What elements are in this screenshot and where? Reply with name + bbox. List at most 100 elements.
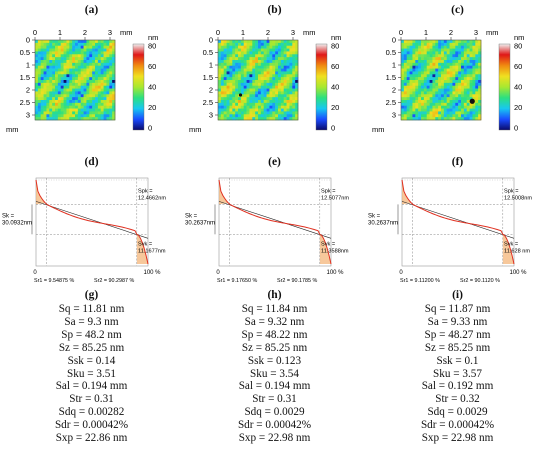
- sr2-value: Sr2 = 90.1785 %: [277, 278, 318, 284]
- y-tick-label: 3: [392, 111, 396, 120]
- spk-value: 12.4662nm: [138, 195, 166, 201]
- peak-area: [402, 180, 412, 205]
- spk-label: Spk =: [504, 188, 518, 194]
- y-axis-unit: mm: [189, 125, 202, 134]
- param-sq: Sq = 11.81 nm: [58, 303, 125, 315]
- map-label: (c): [451, 4, 464, 16]
- x-tick-label: 2: [449, 28, 453, 37]
- y-tick-label: 2.5: [20, 98, 30, 107]
- param-str: Str = 0.31: [69, 393, 114, 406]
- colorbar-tick-label: 80: [514, 42, 522, 51]
- y-axis-unit: mm: [6, 125, 19, 134]
- spk-value: 12.5008nm: [504, 195, 532, 201]
- x-axis-max: 100 %: [143, 270, 161, 276]
- y-tick-label: 2.5: [386, 98, 396, 107]
- colorbar-tick-label: 60: [331, 62, 339, 71]
- param-sq: Sq = 11.87 nm: [424, 303, 491, 315]
- bearing-curve: [35, 179, 149, 265]
- map-frame: [217, 39, 299, 121]
- params-label: (g): [84, 289, 99, 301]
- colorbar-tick-label: 20: [514, 103, 522, 112]
- param-sku: Sku = 3.54: [250, 367, 299, 380]
- x-axis-min: 0: [216, 270, 220, 276]
- y-tick-label: 2: [392, 86, 396, 95]
- map-label: (a): [84, 4, 99, 16]
- param-sku: Sku = 3.51: [67, 367, 116, 380]
- x-axis-unit: mm: [303, 28, 316, 37]
- colorbar-tick-label: 0: [148, 124, 152, 133]
- param-sa: Sa = 9.33 nm: [427, 315, 488, 328]
- x-axis-min: 0: [33, 270, 37, 276]
- bearing-curve: [218, 179, 332, 265]
- abbott-curve: Sk =30.0932nm Spk =12.4662nm Svk =11.1677n…: [2, 177, 166, 284]
- spk-value: 12.5077nm: [321, 195, 349, 201]
- map-frame: [34, 39, 116, 121]
- bearing-curve: [401, 179, 515, 265]
- colorbar-tick-label: 20: [331, 103, 339, 112]
- surface-defect-marker: [469, 98, 475, 104]
- y-tick-label: 2: [26, 86, 30, 95]
- y-tick-label: 1.5: [203, 73, 213, 82]
- curve-label: (f): [451, 156, 464, 168]
- param-str: Str = 0.32: [435, 393, 480, 406]
- spk-label: Spk =: [321, 188, 335, 194]
- colorbar-unit: nm: [514, 33, 524, 42]
- param-str: Str = 0.31: [252, 393, 297, 406]
- param-sz: Sz = 85.25 nm: [241, 341, 308, 354]
- param-sz: Sz = 85.25 nm: [424, 341, 491, 354]
- colorbar: [132, 43, 145, 131]
- roughness-parameters: Sq = 11.87 nm Sa = 9.33 nm Sp = 48.27 nm…: [366, 303, 549, 445]
- svk-value: 11.3588nm: [321, 248, 349, 254]
- param-sp: Sp = 48.2 nm: [61, 328, 122, 341]
- sr1-value: Sr1 = 9.54875 %: [34, 278, 75, 284]
- y-tick-label: 0.5: [386, 48, 396, 57]
- colorbar-tick-label: 20: [148, 103, 156, 112]
- map-frame: [400, 39, 482, 121]
- param-sp: Sp = 48.27 nm: [424, 328, 491, 341]
- param-sp: Sp = 48.22 nm: [241, 328, 308, 341]
- param-sxp: Sxp = 22.98 nm: [421, 432, 494, 445]
- curve-label: (e): [268, 156, 281, 168]
- param-sq: Sq = 11.84 nm: [241, 303, 308, 315]
- colorbar-tick-label: 80: [331, 42, 339, 51]
- figure-column-1: (a) 0 1 2 3 mm 0 0.5 1 1.5 2 2.5 3 mm nm 80 60 40 20 0 (d)…: [0, 0, 183, 460]
- colorbar-tick-label: 40: [514, 83, 522, 92]
- param-sal: Sal = 0.194 mm: [55, 380, 128, 393]
- x-tick-label: 2: [83, 28, 87, 37]
- colorbar: [315, 43, 328, 131]
- param-sa: Sa = 9.32 nm: [244, 315, 305, 328]
- roughness-parameters: Sq = 11.84 nm Sa = 9.32 nm Sp = 48.22 nm…: [183, 303, 366, 445]
- x-tick-label: 3: [108, 28, 112, 37]
- x-axis-min: 0: [399, 270, 403, 276]
- height-map-surface: [401, 40, 482, 121]
- colorbar-tick-label: 60: [148, 62, 156, 71]
- x-tick-label: 3: [291, 28, 295, 37]
- x-axis-unit: mm: [486, 28, 499, 37]
- param-sdq: Sdq = 0.00282: [58, 406, 125, 419]
- y-tick-label: 0: [392, 36, 396, 45]
- equivalent-line: [401, 201, 515, 239]
- height-map-surface: [218, 40, 299, 121]
- param-sdr: Sdr = 0.00042%: [54, 419, 129, 432]
- sk-value: 30.2637nm: [368, 220, 398, 226]
- param-ssk: Ssk = 0.14: [67, 354, 116, 367]
- params-label: (h): [267, 289, 282, 301]
- curve-frame: [35, 177, 149, 267]
- param-sal: Sal = 0.194 mm: [238, 380, 311, 393]
- y-tick-label: 1.5: [386, 73, 396, 82]
- curve-frame: [401, 177, 515, 267]
- y-tick-label: 0: [26, 36, 30, 45]
- x-tick-label: 1: [241, 28, 245, 37]
- map-label: (b): [267, 4, 282, 16]
- x-tick-label: 0: [216, 28, 220, 37]
- colorbar-tick-label: 80: [148, 42, 156, 51]
- surface-defect-marker: [238, 93, 243, 97]
- y-tick-label: 0.5: [20, 48, 30, 57]
- colorbar: [498, 43, 511, 131]
- param-sz: Sz = 85.25 nm: [58, 341, 125, 354]
- equivalent-line: [218, 201, 332, 239]
- x-tick-label: 3: [474, 28, 478, 37]
- svk-value: 11.628 nm: [504, 248, 530, 254]
- svk-label: Svk =: [321, 241, 335, 247]
